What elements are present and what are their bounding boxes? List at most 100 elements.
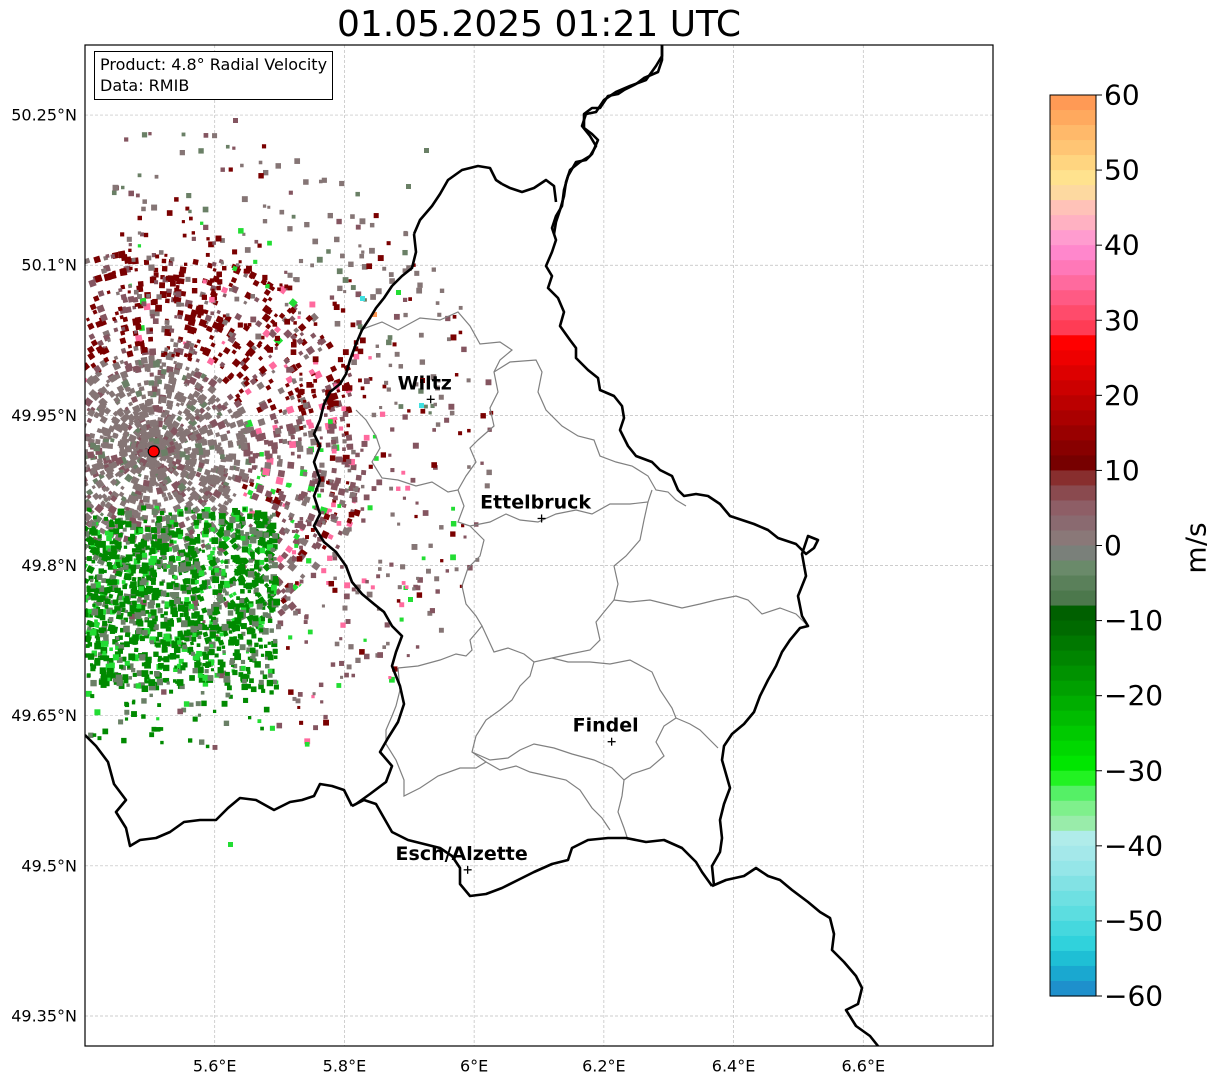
- echo-pixel: [256, 530, 263, 537]
- echo-pixel: [191, 287, 198, 294]
- echo-pixel: [151, 527, 158, 534]
- echo-pixel: [96, 600, 102, 606]
- echo-pixel: [382, 266, 387, 271]
- echo-pixel: [292, 696, 297, 701]
- echo-pixel: [458, 305, 463, 310]
- echo-pixel: [144, 595, 150, 601]
- echo-pixel: [216, 271, 222, 278]
- echo-pixel: [157, 631, 163, 638]
- echo-pixel: [327, 533, 334, 540]
- echo-pixel: [143, 232, 149, 238]
- echo-pixel: [390, 468, 395, 473]
- echo-pixel: [121, 379, 131, 389]
- echo-pixel: [208, 566, 213, 571]
- echo-pixel: [161, 441, 168, 448]
- echo-pixel: [230, 276, 238, 284]
- echo-pixel: [163, 664, 170, 672]
- echo-pixel: [262, 602, 267, 606]
- echo-pixel: [253, 259, 258, 264]
- echo-pixel: [86, 673, 91, 678]
- echo-pixel: [372, 434, 377, 439]
- echo-pixel: [85, 500, 94, 510]
- echo-pixel: [159, 510, 165, 516]
- echo-pixel: [221, 318, 229, 326]
- echo-pixel: [274, 342, 280, 348]
- echo-pixel: [103, 634, 109, 640]
- echo-pixel: [379, 411, 386, 417]
- echo-pixel: [164, 547, 170, 552]
- echo-pixel: [204, 579, 211, 585]
- echo-pixel: [192, 716, 198, 722]
- echo-pixel: [249, 508, 253, 512]
- echo-pixel: [174, 315, 178, 319]
- echo-pixel: [131, 441, 136, 447]
- echo-pixel: [258, 160, 263, 165]
- echo-pixel: [246, 683, 251, 689]
- echo-pixel: [424, 404, 428, 409]
- echo-pixel: [407, 409, 411, 413]
- echo-pixel: [109, 540, 114, 545]
- echo-pixel: [234, 466, 240, 472]
- echo-pixel: [183, 353, 189, 358]
- echo-pixel: [432, 428, 436, 432]
- echo-pixel: [250, 686, 257, 693]
- echo-pixel: [392, 342, 397, 347]
- echo-pixel: [99, 469, 106, 476]
- echo-pixel: [334, 236, 340, 243]
- echo-pixel: [435, 589, 440, 594]
- echo-pixel: [275, 163, 282, 169]
- echo-pixel: [294, 543, 299, 548]
- echo-pixel: [114, 311, 120, 316]
- echo-pixel: [154, 174, 159, 179]
- echo-pixel: [297, 493, 305, 501]
- echo-pixel: [313, 541, 322, 550]
- echo-pixel: [124, 364, 133, 373]
- echo-pixel: [179, 266, 187, 274]
- echo-pixel: [91, 521, 97, 527]
- echo-pixel: [215, 432, 221, 438]
- echo-pixel: [185, 563, 193, 571]
- echo-pixel: [398, 404, 404, 409]
- echo-pixel: [198, 631, 203, 635]
- echo-pixel: [207, 378, 218, 388]
- echo-pixel: [251, 579, 257, 585]
- echo-pixel: [104, 605, 109, 609]
- echo-pixel: [85, 565, 95, 575]
- echo-pixel: [239, 644, 246, 651]
- echo-pixel: [265, 650, 271, 657]
- echo-pixel: [306, 448, 313, 455]
- city-label: Findel: [573, 715, 639, 737]
- echo-pixel: [163, 568, 167, 572]
- border-lu-be: [312, 45, 664, 808]
- echo-pixel: [388, 363, 393, 368]
- echo-pixel: [225, 692, 231, 698]
- colorbar-segment: [1050, 620, 1096, 637]
- echo-pixel: [134, 303, 139, 308]
- echo-pixel: [228, 282, 234, 288]
- colorbar-segment: [1050, 530, 1096, 547]
- echo-pixel: [147, 390, 153, 397]
- echo-pixel: [119, 359, 125, 365]
- echo-pixel: [109, 478, 118, 486]
- echo-pixel: [258, 566, 263, 571]
- echo-pixel: [176, 679, 184, 686]
- echo-pixel: [249, 568, 255, 574]
- echo-pixel: [246, 265, 252, 272]
- colorbar-unit-label: m/s: [1180, 522, 1207, 573]
- echo-pixel: [85, 505, 86, 514]
- echo-pixel: [209, 538, 213, 542]
- echo-pixel: [170, 514, 177, 522]
- border-de-fr: [711, 866, 880, 1046]
- echo-pixel: [144, 674, 150, 680]
- echo-pixel: [414, 270, 420, 276]
- echo-pixel: [187, 352, 193, 359]
- echo-pixel: [345, 619, 351, 624]
- echo-pixel: [217, 502, 223, 508]
- echo-pixel: [327, 555, 333, 561]
- echo-pixel: [228, 639, 235, 646]
- echo-pixel: [169, 592, 175, 597]
- echo-pixel: [187, 393, 196, 401]
- echo-pixel: [85, 520, 88, 526]
- echo-pixel: [207, 675, 214, 681]
